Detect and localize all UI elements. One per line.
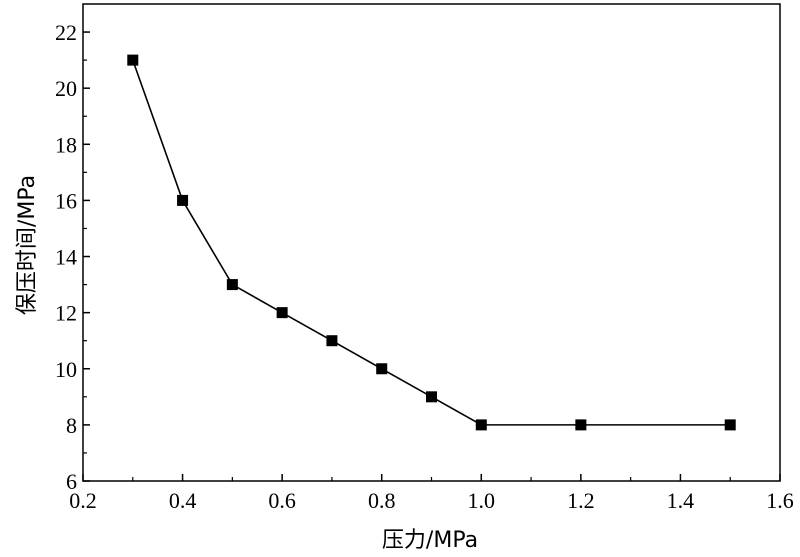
x-tick-label: 1.2: [567, 488, 595, 513]
series-layer: [127, 54, 736, 431]
series-line: [132, 59, 731, 426]
y-axis: 6 8 10 12 14 16 18 20 22: [55, 20, 90, 494]
data-point-marker: [226, 279, 238, 291]
data-point-marker: [575, 419, 587, 431]
x-tick-label: 0.2: [69, 488, 97, 513]
data-point-marker: [724, 419, 736, 431]
y-tick-label: 6: [66, 469, 77, 494]
data-point-marker: [475, 419, 487, 431]
x-tick-label: 0.8: [368, 488, 396, 513]
y-tick-label: 16: [55, 188, 77, 213]
x-axis-label: 压力/MPa: [382, 528, 478, 553]
plot-border: [82, 3, 781, 482]
y-tick-label: 12: [55, 301, 77, 326]
data-point-marker: [426, 391, 437, 403]
data-point-marker: [376, 363, 388, 375]
y-tick-label: 20: [55, 76, 77, 101]
data-point-marker: [326, 335, 338, 347]
x-axis: 0.2 0.4 0.6 0.8 1.0 1.2 1.4 1.6: [69, 474, 794, 513]
y-tick-label: 22: [55, 20, 77, 45]
y-tick-label: 14: [55, 245, 77, 270]
data-point-marker: [276, 307, 288, 319]
plot-frame: [82, 3, 781, 482]
y-tick-label: 8: [66, 413, 77, 438]
y-axis-label: 保压时间/MPa: [15, 175, 40, 315]
y-tick-label: 10: [55, 357, 77, 382]
x-tick-label: 1.4: [667, 488, 695, 513]
x-tick-label: 0.6: [268, 488, 296, 513]
data-point-marker: [177, 194, 189, 206]
x-tick-label: 1.0: [468, 488, 496, 513]
y-tick-label: 18: [55, 132, 77, 157]
x-tick-label: 1.6: [766, 488, 794, 513]
data-point-marker: [127, 54, 139, 66]
x-tick-label: 0.4: [169, 488, 197, 513]
